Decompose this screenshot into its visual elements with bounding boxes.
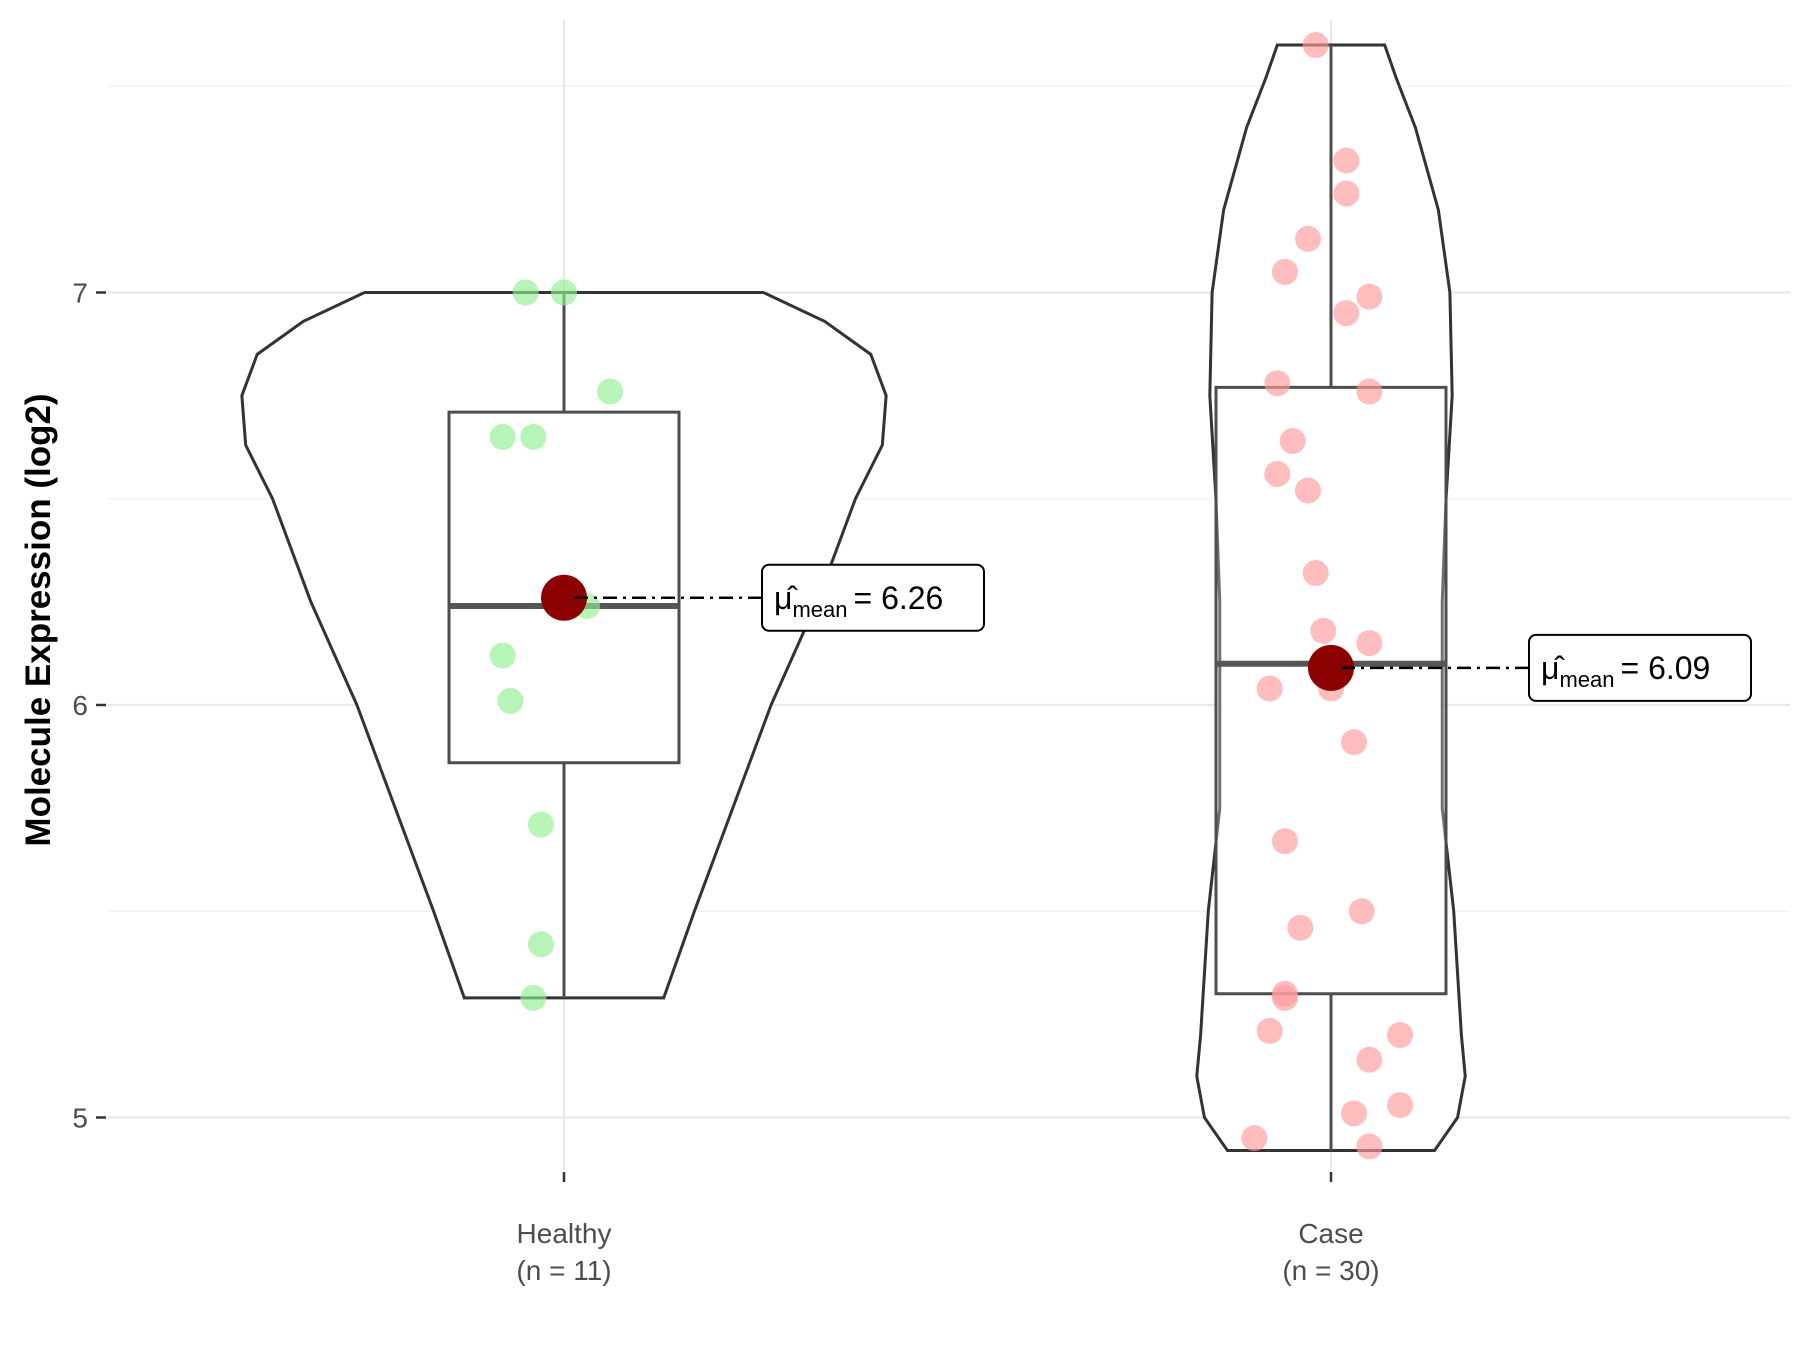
group-healthy: μ̂mean = 6.26 [240, 279, 985, 1011]
data-point [527, 811, 554, 838]
data-point [1271, 984, 1298, 1011]
data-point [1279, 428, 1306, 454]
data-point [489, 423, 516, 450]
data-point [1341, 729, 1368, 756]
group-case: μ̂mean = 6.09 [1195, 32, 1752, 1160]
data-point [1241, 1125, 1268, 1152]
data-point [551, 279, 577, 306]
data-point [1356, 630, 1383, 657]
y-axis-title: Molecule Expression (log2) [19, 393, 58, 846]
data-point [597, 378, 624, 405]
mean-label: μ̂mean = 6.26 [774, 580, 943, 622]
data-point [1348, 898, 1375, 925]
data-point [520, 984, 547, 1011]
data-point [1310, 617, 1337, 644]
data-point [1264, 461, 1291, 487]
y-tick-label: 5 [72, 1103, 88, 1134]
y-tick-label: 6 [72, 690, 88, 721]
data-point [1333, 180, 1360, 207]
data-point [1356, 283, 1383, 310]
data-point [1271, 258, 1298, 285]
data-point [489, 642, 516, 669]
mean-label-box [761, 563, 985, 632]
data-point [1294, 477, 1321, 504]
data-point [1294, 225, 1321, 252]
data-point [1302, 32, 1329, 58]
data-point [1356, 1046, 1383, 1073]
x-tick-sublabel: (n = 30) [1282, 1255, 1379, 1286]
data-point [1302, 560, 1329, 586]
data-point [512, 279, 539, 306]
data-point [1256, 1017, 1283, 1044]
data-point [1341, 1100, 1368, 1127]
data-point [1271, 828, 1298, 855]
mean-point [541, 574, 587, 621]
data-point [1387, 1022, 1414, 1048]
x-tick-label: Case [1298, 1218, 1363, 1249]
x-tick-label: Healthy [517, 1218, 612, 1249]
x-tick-sublabel: (n = 11) [516, 1255, 611, 1286]
mean-point [1308, 644, 1354, 691]
data-point [1264, 370, 1291, 397]
mean-label-box [1528, 633, 1752, 702]
data-point [527, 931, 554, 958]
data-point [1333, 300, 1360, 327]
data-point [1333, 147, 1360, 174]
axes: 5 6 7 Healthy (n = 11) Case (n = 30) [72, 278, 1379, 1287]
data-point [1287, 914, 1314, 941]
violin-case [1195, 43, 1467, 1152]
violin-groups: μ̂mean = 6.26 μ̂mean = 6.09 [240, 32, 1752, 1160]
data-point [1256, 675, 1283, 702]
data-point [497, 687, 524, 714]
data-point [1356, 1133, 1383, 1160]
violin-healthy [240, 291, 888, 1000]
mean-label: μ̂mean = 6.09 [1541, 650, 1710, 692]
data-point [520, 423, 547, 450]
data-point [1356, 378, 1383, 405]
y-tick-label: 7 [72, 278, 88, 309]
data-point [1387, 1092, 1414, 1119]
